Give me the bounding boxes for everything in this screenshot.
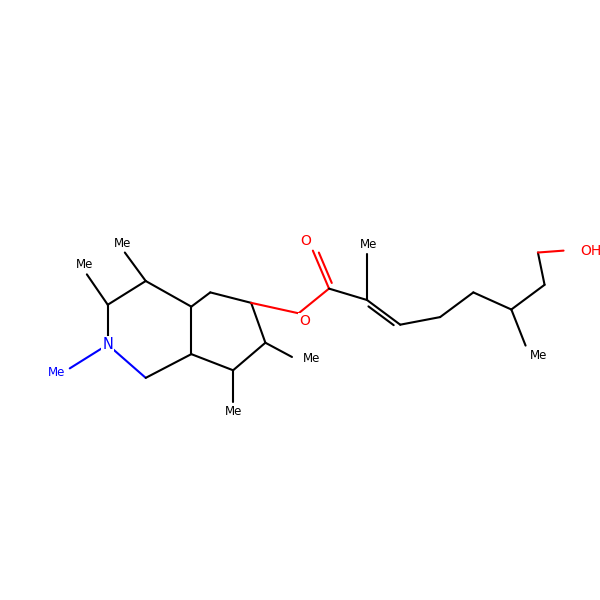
Text: N: N (103, 337, 113, 352)
Text: O: O (299, 314, 310, 328)
Text: Me: Me (304, 352, 321, 365)
Text: Me: Me (529, 349, 547, 362)
Text: Me: Me (48, 365, 65, 379)
Text: Me: Me (224, 404, 242, 418)
Text: Me: Me (360, 238, 377, 251)
Text: Me: Me (76, 259, 94, 271)
Text: Me: Me (114, 236, 131, 250)
Text: O: O (300, 234, 311, 248)
Text: OH: OH (581, 244, 600, 257)
